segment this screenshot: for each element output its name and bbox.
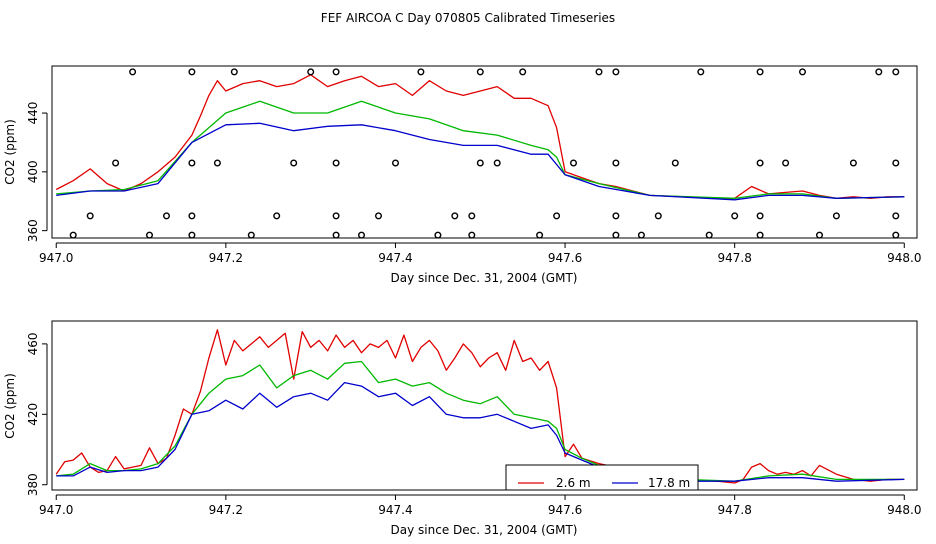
marker-point bbox=[816, 231, 824, 239]
top-xtick-label: 947.2 bbox=[209, 251, 243, 265]
marker-point bbox=[799, 68, 807, 76]
bottom-series-line-red bbox=[55, 329, 905, 484]
marker-point bbox=[493, 159, 501, 167]
bottom-series-line-green bbox=[56, 360, 905, 482]
marker-point bbox=[570, 159, 578, 167]
top-xlabel: Day since Dec. 31, 2004 (GMT) bbox=[391, 271, 578, 285]
top-series-line-blue bbox=[56, 122, 905, 201]
top-plot-frame bbox=[51, 65, 918, 239]
bottom-ytick-label: 460 bbox=[26, 332, 40, 355]
top-panel: 947.0 947.2 947.4 947.6 947.8 948.0 360 400 440… bbox=[3, 65, 921, 285]
marker-point bbox=[697, 68, 705, 76]
marker-point bbox=[519, 68, 527, 76]
bottom-plot-frame bbox=[51, 320, 918, 491]
top-series-line-green bbox=[56, 100, 905, 199]
bottom-xtick-label: 947.8 bbox=[717, 503, 751, 517]
marker-point bbox=[188, 231, 196, 239]
marker-point bbox=[188, 212, 196, 220]
marker-point bbox=[358, 231, 366, 239]
marker-point bbox=[468, 231, 476, 239]
top-ylabel: CO2 (ppm) bbox=[3, 119, 17, 185]
bottom-series-line-blue bbox=[56, 381, 905, 482]
marker-point bbox=[307, 68, 315, 76]
legend-box bbox=[505, 464, 699, 491]
bottom-xtick-label: 948.0 bbox=[887, 503, 921, 517]
marker-point bbox=[434, 231, 442, 239]
marker-point bbox=[671, 159, 679, 167]
marker-point bbox=[892, 159, 900, 167]
marker-point bbox=[213, 159, 221, 167]
legend: 2.6 m 17.8 m bbox=[505, 464, 699, 491]
page-title: FEF AIRCOA C Day 070805 Calibrated Times… bbox=[321, 11, 615, 25]
marker-point bbox=[892, 68, 900, 76]
top-xtick-label: 948.0 bbox=[887, 251, 921, 265]
bottom-ylabel: CO2 (ppm) bbox=[3, 373, 17, 439]
marker-point bbox=[595, 68, 603, 76]
top-series-line-red bbox=[55, 74, 905, 199]
marker-point bbox=[756, 231, 764, 239]
marker-point bbox=[247, 231, 255, 239]
marker-point bbox=[612, 212, 620, 220]
marker-point bbox=[637, 231, 645, 239]
bottom-ytick-label: 380 bbox=[26, 473, 40, 496]
marker-point bbox=[612, 68, 620, 76]
marker-point bbox=[188, 68, 196, 76]
marker-point bbox=[782, 159, 790, 167]
top-ytick-label: 400 bbox=[26, 160, 40, 183]
marker-point bbox=[612, 159, 620, 167]
marker-point bbox=[892, 231, 900, 239]
marker-point bbox=[654, 212, 662, 220]
marker-point bbox=[129, 68, 137, 76]
bottom-xtick-label: 947.0 bbox=[39, 503, 73, 517]
marker-point bbox=[756, 68, 764, 76]
marker-point bbox=[290, 159, 298, 167]
marker-point bbox=[188, 159, 196, 167]
top-xtick-label: 947.6 bbox=[548, 251, 582, 265]
top-xtick-label: 947.8 bbox=[717, 251, 751, 265]
marker-point bbox=[332, 212, 340, 220]
marker-point bbox=[756, 212, 764, 220]
marker-point bbox=[756, 159, 764, 167]
marker-point bbox=[145, 231, 153, 239]
top-xtick-label: 947.0 bbox=[39, 251, 73, 265]
marker-point bbox=[536, 231, 544, 239]
legend-label-red: 2.6 m bbox=[556, 476, 591, 490]
marker-point bbox=[417, 68, 425, 76]
legend-label-blue: 17.8 m bbox=[648, 476, 690, 490]
marker-point bbox=[468, 212, 476, 220]
marker-point bbox=[273, 212, 281, 220]
marker-point bbox=[86, 212, 94, 220]
bottom-xtick-label: 947.4 bbox=[378, 503, 412, 517]
bottom-ytick-label: 420 bbox=[26, 403, 40, 426]
marker-point bbox=[612, 231, 620, 239]
marker-point bbox=[392, 159, 400, 167]
bottom-xtick-label: 947.2 bbox=[209, 503, 243, 517]
marker-point bbox=[832, 212, 840, 220]
marker-point bbox=[849, 159, 857, 167]
marker-point bbox=[332, 231, 340, 239]
top-ytick-label: 360 bbox=[26, 219, 40, 242]
marker-point bbox=[451, 212, 459, 220]
marker-point bbox=[332, 68, 340, 76]
marker-point bbox=[705, 231, 713, 239]
marker-point bbox=[375, 212, 383, 220]
marker-point bbox=[476, 159, 484, 167]
bottom-xlabel: Day since Dec. 31, 2004 (GMT) bbox=[391, 523, 578, 537]
marker-point bbox=[230, 68, 238, 76]
marker-point bbox=[332, 159, 340, 167]
top-ytick-label: 440 bbox=[26, 102, 40, 125]
bottom-panel: 947.0 947.2 947.4 947.6 947.8 948.0 380 420 460… bbox=[3, 320, 921, 537]
marker-point bbox=[731, 212, 739, 220]
marker-point bbox=[875, 68, 883, 76]
marker-point bbox=[112, 159, 120, 167]
marker-point bbox=[69, 231, 77, 239]
marker-point bbox=[162, 212, 170, 220]
marker-point bbox=[892, 212, 900, 220]
marker-point bbox=[476, 68, 484, 76]
top-xtick-label: 947.4 bbox=[378, 251, 412, 265]
bottom-xtick-label: 947.6 bbox=[548, 503, 582, 517]
marker-point bbox=[553, 212, 561, 220]
